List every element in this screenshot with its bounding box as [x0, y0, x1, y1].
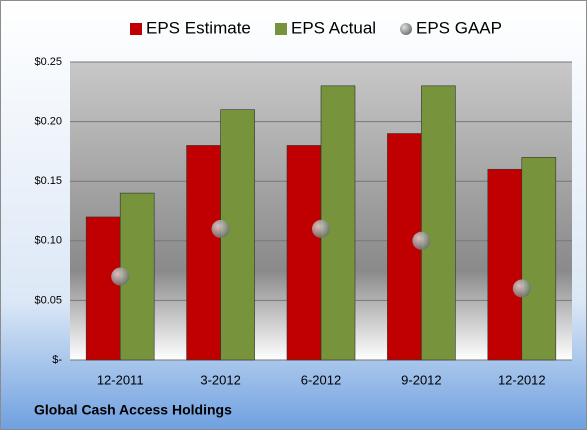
y-tick-label: $0.25	[34, 56, 62, 68]
y-tick-label: $0.20	[34, 116, 62, 128]
point	[111, 267, 130, 286]
bar	[421, 85, 456, 361]
bar	[186, 145, 221, 361]
legend-label: EPS Actual	[291, 18, 376, 37]
x-tick-label: 12-2011	[97, 372, 144, 387]
bar	[85, 216, 121, 361]
annotation: Global Cash Access Holdings	[34, 402, 232, 418]
bar	[487, 168, 523, 361]
y-tick-label: $0.15	[34, 175, 62, 187]
x-tick-label: 6-2012	[301, 372, 341, 387]
legend-marker	[275, 23, 287, 35]
legend-label: EPS Estimate	[146, 18, 251, 37]
x-tick-label: 3-2012	[200, 372, 240, 387]
legend-label: EPS GAAP	[416, 18, 502, 37]
point	[211, 219, 230, 238]
y-tick-label: $-	[52, 354, 62, 366]
y-tick-label: $0.10	[34, 235, 62, 247]
bar	[521, 157, 557, 361]
legend-marker	[130, 23, 142, 35]
x-tick-label: 12-2012	[498, 372, 546, 387]
bar	[286, 145, 322, 361]
point	[512, 279, 531, 298]
y-tick-label: $0.05	[34, 294, 62, 306]
legend-marker	[400, 23, 412, 35]
point	[412, 231, 431, 250]
point	[312, 219, 330, 238]
x-tick-label: 9-2012	[401, 372, 441, 387]
